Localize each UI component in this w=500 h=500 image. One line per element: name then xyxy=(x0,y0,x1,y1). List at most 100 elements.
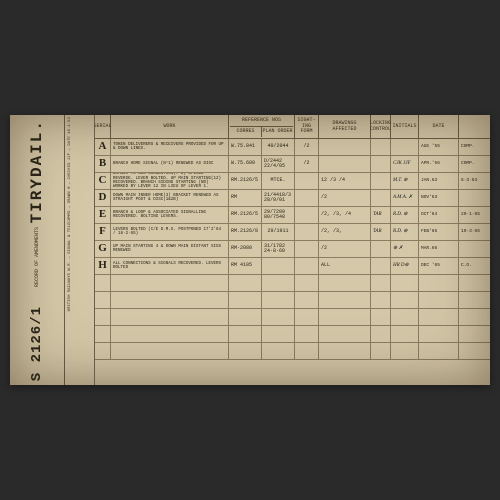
cell-blank xyxy=(391,275,419,291)
cell-blank xyxy=(111,309,229,325)
cell-blank xyxy=(459,275,487,291)
cell-sighting xyxy=(295,207,319,223)
cell-sighting xyxy=(295,173,319,189)
cell-blank xyxy=(319,343,371,359)
cell-blank xyxy=(111,326,229,342)
cell-initials: CJK JJF xyxy=(391,156,419,172)
cell-date: APR.'56 xyxy=(419,156,459,172)
cell-locking xyxy=(371,139,391,155)
table-row: DDOWN MAIN INNER HOME(3) BRACKET RENEWED… xyxy=(95,190,490,207)
cell-locking xyxy=(371,156,391,172)
cell-serial: D xyxy=(95,190,111,206)
cell-blank xyxy=(95,343,111,359)
cell-comp: COMP. xyxy=(459,156,487,172)
hdr-drawings: DRAWINGS AFFECTED xyxy=(319,115,371,138)
cell-blank xyxy=(295,275,319,291)
cell-blank xyxy=(319,292,371,308)
table-row: BBRANCH HOME SIGNAL (N°1) RENEWED AS DIS… xyxy=(95,156,490,173)
cell-ref-plan: 29/1911 xyxy=(262,224,295,240)
cell-work: ALL CONNECTIONS & SIGNALS RECOVERED. LEV… xyxy=(111,258,229,274)
cell-sighting xyxy=(295,258,319,274)
hdr-reference: REFERENCE NOS CORRES PLAN ORDER xyxy=(229,115,295,138)
cell-date: DEC '65 xyxy=(419,258,459,274)
cell-blank xyxy=(459,292,487,308)
cell-blank xyxy=(295,326,319,342)
cell-date: FEB'65 xyxy=(419,224,459,240)
cell-locking xyxy=(371,190,391,206)
cell-blank xyxy=(459,343,487,359)
cell-locking xyxy=(371,173,391,189)
cell-drawings xyxy=(319,139,371,155)
cell-initials: R.D. ⊕ xyxy=(391,224,419,240)
cell-blank xyxy=(262,309,295,325)
cell-blank xyxy=(111,292,229,308)
cell-ref-corres: RM.2126/8 xyxy=(229,224,262,240)
cell-blank xyxy=(262,343,295,359)
cell-drawings: /2 xyxy=(319,190,371,206)
cell-blank xyxy=(229,343,262,359)
meta-block: BRITISH RAILWAYS W.R. — SIGNAL & TELECOM… xyxy=(65,115,95,385)
hdr-serial: SERIAL xyxy=(95,115,111,138)
cell-date: AUG '55 xyxy=(419,139,459,155)
cell-ref-corres: RM·2080 xyxy=(229,241,262,257)
table-row-blank xyxy=(95,326,490,343)
cell-comp xyxy=(459,190,487,206)
cell-comp: COMP. xyxy=(459,139,487,155)
amendments-table: SERIAL WORK REFERENCE NOS CORRES PLAN OR… xyxy=(95,115,490,385)
cell-drawings: ALL xyxy=(319,258,371,274)
cell-work: UP MAIN STARTING 4 & DOWN MAIN DISTANT S… xyxy=(111,241,229,257)
hdr-work: WORK xyxy=(111,115,229,138)
cell-comp: 29·1·65 xyxy=(459,207,487,223)
cell-initials: A.M.A. ✗ xyxy=(391,190,419,206)
cell-blank xyxy=(262,275,295,291)
cell-comp: C.O. xyxy=(459,258,487,274)
cell-ref-plan: 40/2044 xyxy=(262,139,295,155)
cell-work: LEVERS BOLTED (C/E D.M.S. POSTPONED 17'2… xyxy=(111,224,229,240)
table-row-blank xyxy=(95,343,490,360)
hdr-ref-label: REFERENCE NOS xyxy=(242,116,281,126)
cell-sighting: /2 xyxy=(295,139,319,155)
cell-serial: H xyxy=(95,258,111,274)
cell-date: NOV'63 xyxy=(419,190,459,206)
table-row-blank xyxy=(95,309,490,326)
cell-blank xyxy=(95,326,111,342)
hdr-initials: INITIALS xyxy=(391,115,419,138)
cell-blank xyxy=(95,309,111,325)
cell-blank xyxy=(459,309,487,325)
hdr-locking: LOCKING CONTROL xyxy=(371,115,391,138)
cell-locking xyxy=(371,258,391,274)
cell-ref-plan: D/2442 22/4/05 xyxy=(262,156,295,172)
cell-work: BRANCH & LOOP & ASSOCIATED SIGNALLING RE… xyxy=(111,207,229,223)
cell-blank xyxy=(391,292,419,308)
cell-date: MAR.66 xyxy=(419,241,459,257)
cell-serial: C xyxy=(95,173,111,189)
cell-locking: TAR xyxy=(371,207,391,223)
cell-blank xyxy=(319,326,371,342)
table-row-blank xyxy=(95,292,490,309)
cell-blank xyxy=(459,326,487,342)
amendments-sheet: TIRYDAIL. RECORD OF AMENDMENTS S 2126/1 … xyxy=(10,115,490,385)
meta-text: BRITISH RAILWAYS W.R. — SIGNAL & TELECOM… xyxy=(65,115,74,313)
cell-blank xyxy=(262,292,295,308)
cell-ref-plan: 29/7209 80/7548 xyxy=(262,207,295,223)
cell-blank xyxy=(371,343,391,359)
cell-blank xyxy=(229,292,262,308)
cell-comp: 10·3·65 xyxy=(459,224,487,240)
cell-blank xyxy=(95,275,111,291)
cell-ref-plan: 31/1782 24·8·60 xyxy=(262,241,295,257)
hdr-corres: CORRES xyxy=(230,127,262,137)
hdr-date: DATE xyxy=(419,115,459,138)
location-title: TIRYDAIL. xyxy=(28,119,46,223)
cell-work: TOKEN DELIVERERS & RECEIVERS PROVIDED FO… xyxy=(111,139,229,155)
cell-blank xyxy=(295,309,319,325)
cell-drawings: /2 xyxy=(319,241,371,257)
cell-serial: A xyxy=(95,139,111,155)
cell-ref-corres: RM 4105 xyxy=(229,258,262,274)
cell-ref-corres: RM xyxy=(229,190,262,206)
cell-ref-corres: W.75.841 xyxy=(229,139,262,155)
cell-initials: ⊕ ✗ xyxy=(391,241,419,257)
cell-blank xyxy=(419,326,459,342)
cell-blank xyxy=(319,309,371,325)
cell-drawings xyxy=(319,156,371,172)
cell-blank xyxy=(371,326,391,342)
